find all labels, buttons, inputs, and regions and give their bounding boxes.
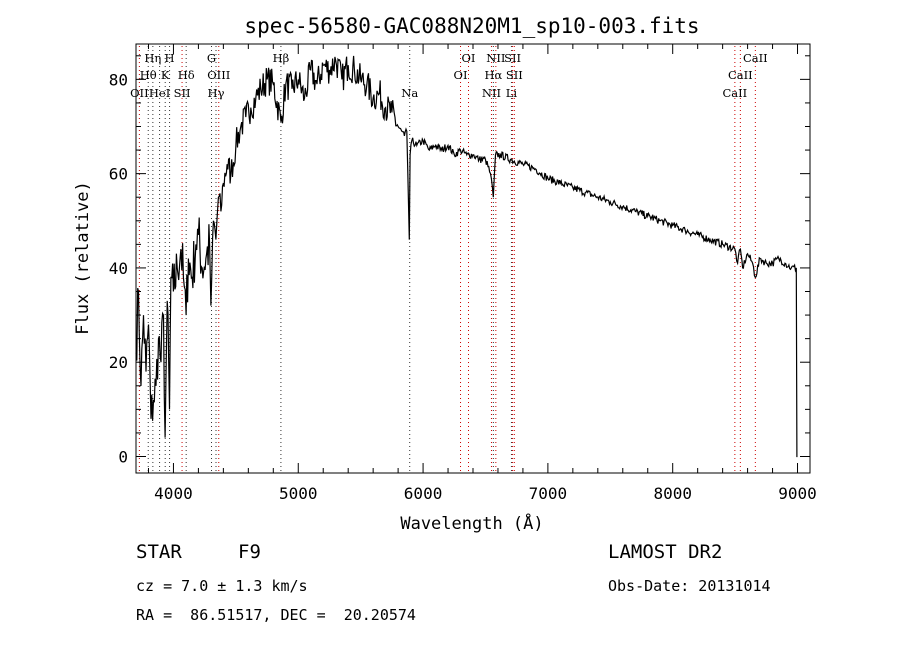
x-tick-label: 8000	[653, 484, 692, 503]
line-label-21: CaII	[722, 86, 747, 100]
line-label-4: K	[161, 68, 170, 82]
x-tick-label: 5000	[279, 484, 318, 503]
line-label-15: NII	[482, 86, 501, 100]
line-label-19: SII	[506, 68, 523, 82]
line-label-1: Hη	[144, 51, 161, 65]
y-tick-label: 20	[109, 353, 128, 372]
y-tick-label: 80	[109, 70, 128, 89]
object-type: STAR	[136, 541, 182, 563]
line-label-22: CaII	[728, 68, 753, 82]
line-label-13: OI	[454, 68, 468, 82]
y-tick-label: 0	[118, 448, 128, 467]
spectrum-line	[135, 55, 798, 458]
object-subclass: F9	[238, 541, 261, 563]
line-label-10: Hγ	[208, 86, 225, 100]
spectral-line-labels: OII Hη Hθ HeI KH SII Hδ G OIII Hγ Hβ Na OI OI NII Hα NII…	[130, 51, 768, 100]
line-label-3: HeI	[149, 86, 170, 100]
line-label-9: OIII	[207, 68, 230, 82]
spectral-line-markers	[138, 46, 756, 473]
line-label-8: G	[207, 51, 216, 65]
y-tick-label: 40	[109, 259, 128, 278]
line-label-16: Hα	[484, 68, 502, 82]
coordinates: RA = 86.51517, DEC = 20.20574	[136, 606, 416, 624]
x-tick-label: 6000	[404, 484, 443, 503]
axis-ticks	[136, 44, 810, 473]
axis-tick-labels: 4000 5000 6000 7000 8000 9000 0 20 40 60 80	[109, 70, 817, 503]
line-label-0: OII	[130, 86, 149, 100]
plot-frame	[135, 43, 811, 474]
line-label-6: SII	[174, 86, 191, 100]
line-label-11: Hβ	[273, 51, 290, 65]
line-label-17: NII	[486, 51, 505, 65]
line-label-5: H	[165, 51, 175, 65]
chart-title: spec-56580-GAC088N20M1_sp10-003.fits	[244, 14, 699, 38]
y-tick-label: 60	[109, 165, 128, 184]
y-axis-label: Flux (relative)	[73, 181, 93, 335]
survey-name: LAMOST DR2	[608, 541, 723, 563]
line-label-23: CaII	[743, 51, 768, 65]
line-label-18: Li	[506, 86, 518, 100]
observation-date: Obs-Date: 20131014	[608, 577, 771, 595]
line-label-2: Hθ	[140, 68, 157, 82]
x-axis-label: Wavelength (Å)	[400, 512, 543, 534]
line-label-12: Na	[401, 86, 418, 100]
redshift-cz: cz = 7.0 ± 1.3 km/s	[136, 577, 308, 595]
x-tick-label: 9000	[778, 484, 817, 503]
line-label-20: SII	[504, 51, 521, 65]
x-tick-label: 4000	[154, 484, 193, 503]
line-label-14: OI	[462, 51, 476, 65]
line-label-7: Hδ	[178, 68, 195, 82]
x-tick-label: 7000	[529, 484, 568, 503]
